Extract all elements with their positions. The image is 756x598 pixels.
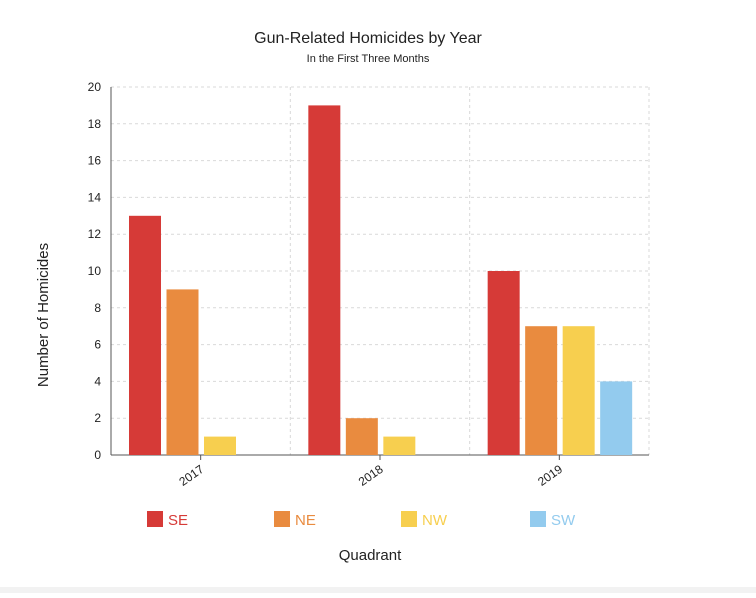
legend-label: SE [168,512,188,529]
legend-label: NE [295,512,316,529]
axis-layer [110,87,649,460]
legend-item-nw[interactable]: NW [401,511,448,529]
bar-nw-2018 [383,436,416,455]
legend-swatch [401,511,417,527]
y-tick-label: 14 [88,190,102,204]
y-tick-label: 6 [94,338,101,352]
grid-layer [111,86,650,455]
y-tick-label: 4 [94,374,101,388]
legend-label: SW [551,512,576,529]
y-tick-label: 20 [88,80,102,94]
legend-item-sw[interactable]: SW [530,511,576,529]
y-tick-label: 16 [88,154,102,168]
footer-strip [0,587,756,593]
legend-item-ne[interactable]: NE [274,511,316,529]
bar-sw-2019 [600,381,633,455]
chart-subtitle: In the First Three Months [307,53,430,65]
y-tick-label: 12 [88,227,102,241]
legend-swatch [147,511,163,527]
legend-swatch [530,511,546,527]
bar-nw-2017 [204,436,236,455]
y-tick-label: 2 [94,411,101,425]
bar-se-2018 [308,105,341,456]
legend-swatch [274,511,290,527]
y-tick-label: 18 [88,117,102,131]
legend: SE NE NW SW [147,511,576,529]
bar-se-2019 [487,271,520,455]
x-tick-label: 2018 [356,462,386,489]
bar-ne-2019 [525,326,558,455]
bar-se-2017 [129,215,161,455]
bar-nw-2019 [562,326,595,455]
legend-label: NW [422,512,448,529]
x-tick-label: 2017 [176,462,206,489]
y-tick-label: 10 [88,264,102,278]
chart-title: Gun-Related Homicides by Year [254,30,482,47]
bar-layer [129,105,633,456]
x-tick-label: 2019 [535,462,565,489]
x-axis-label: Quadrant [339,547,402,564]
y-tick-label: 8 [94,301,101,315]
y-axis-label: Number of Homicides [35,243,52,387]
bar-ne-2018 [345,418,378,455]
legend-item-se[interactable]: SE [147,511,188,529]
bar-ne-2017 [166,289,199,455]
y-tick-label: 0 [94,448,101,462]
